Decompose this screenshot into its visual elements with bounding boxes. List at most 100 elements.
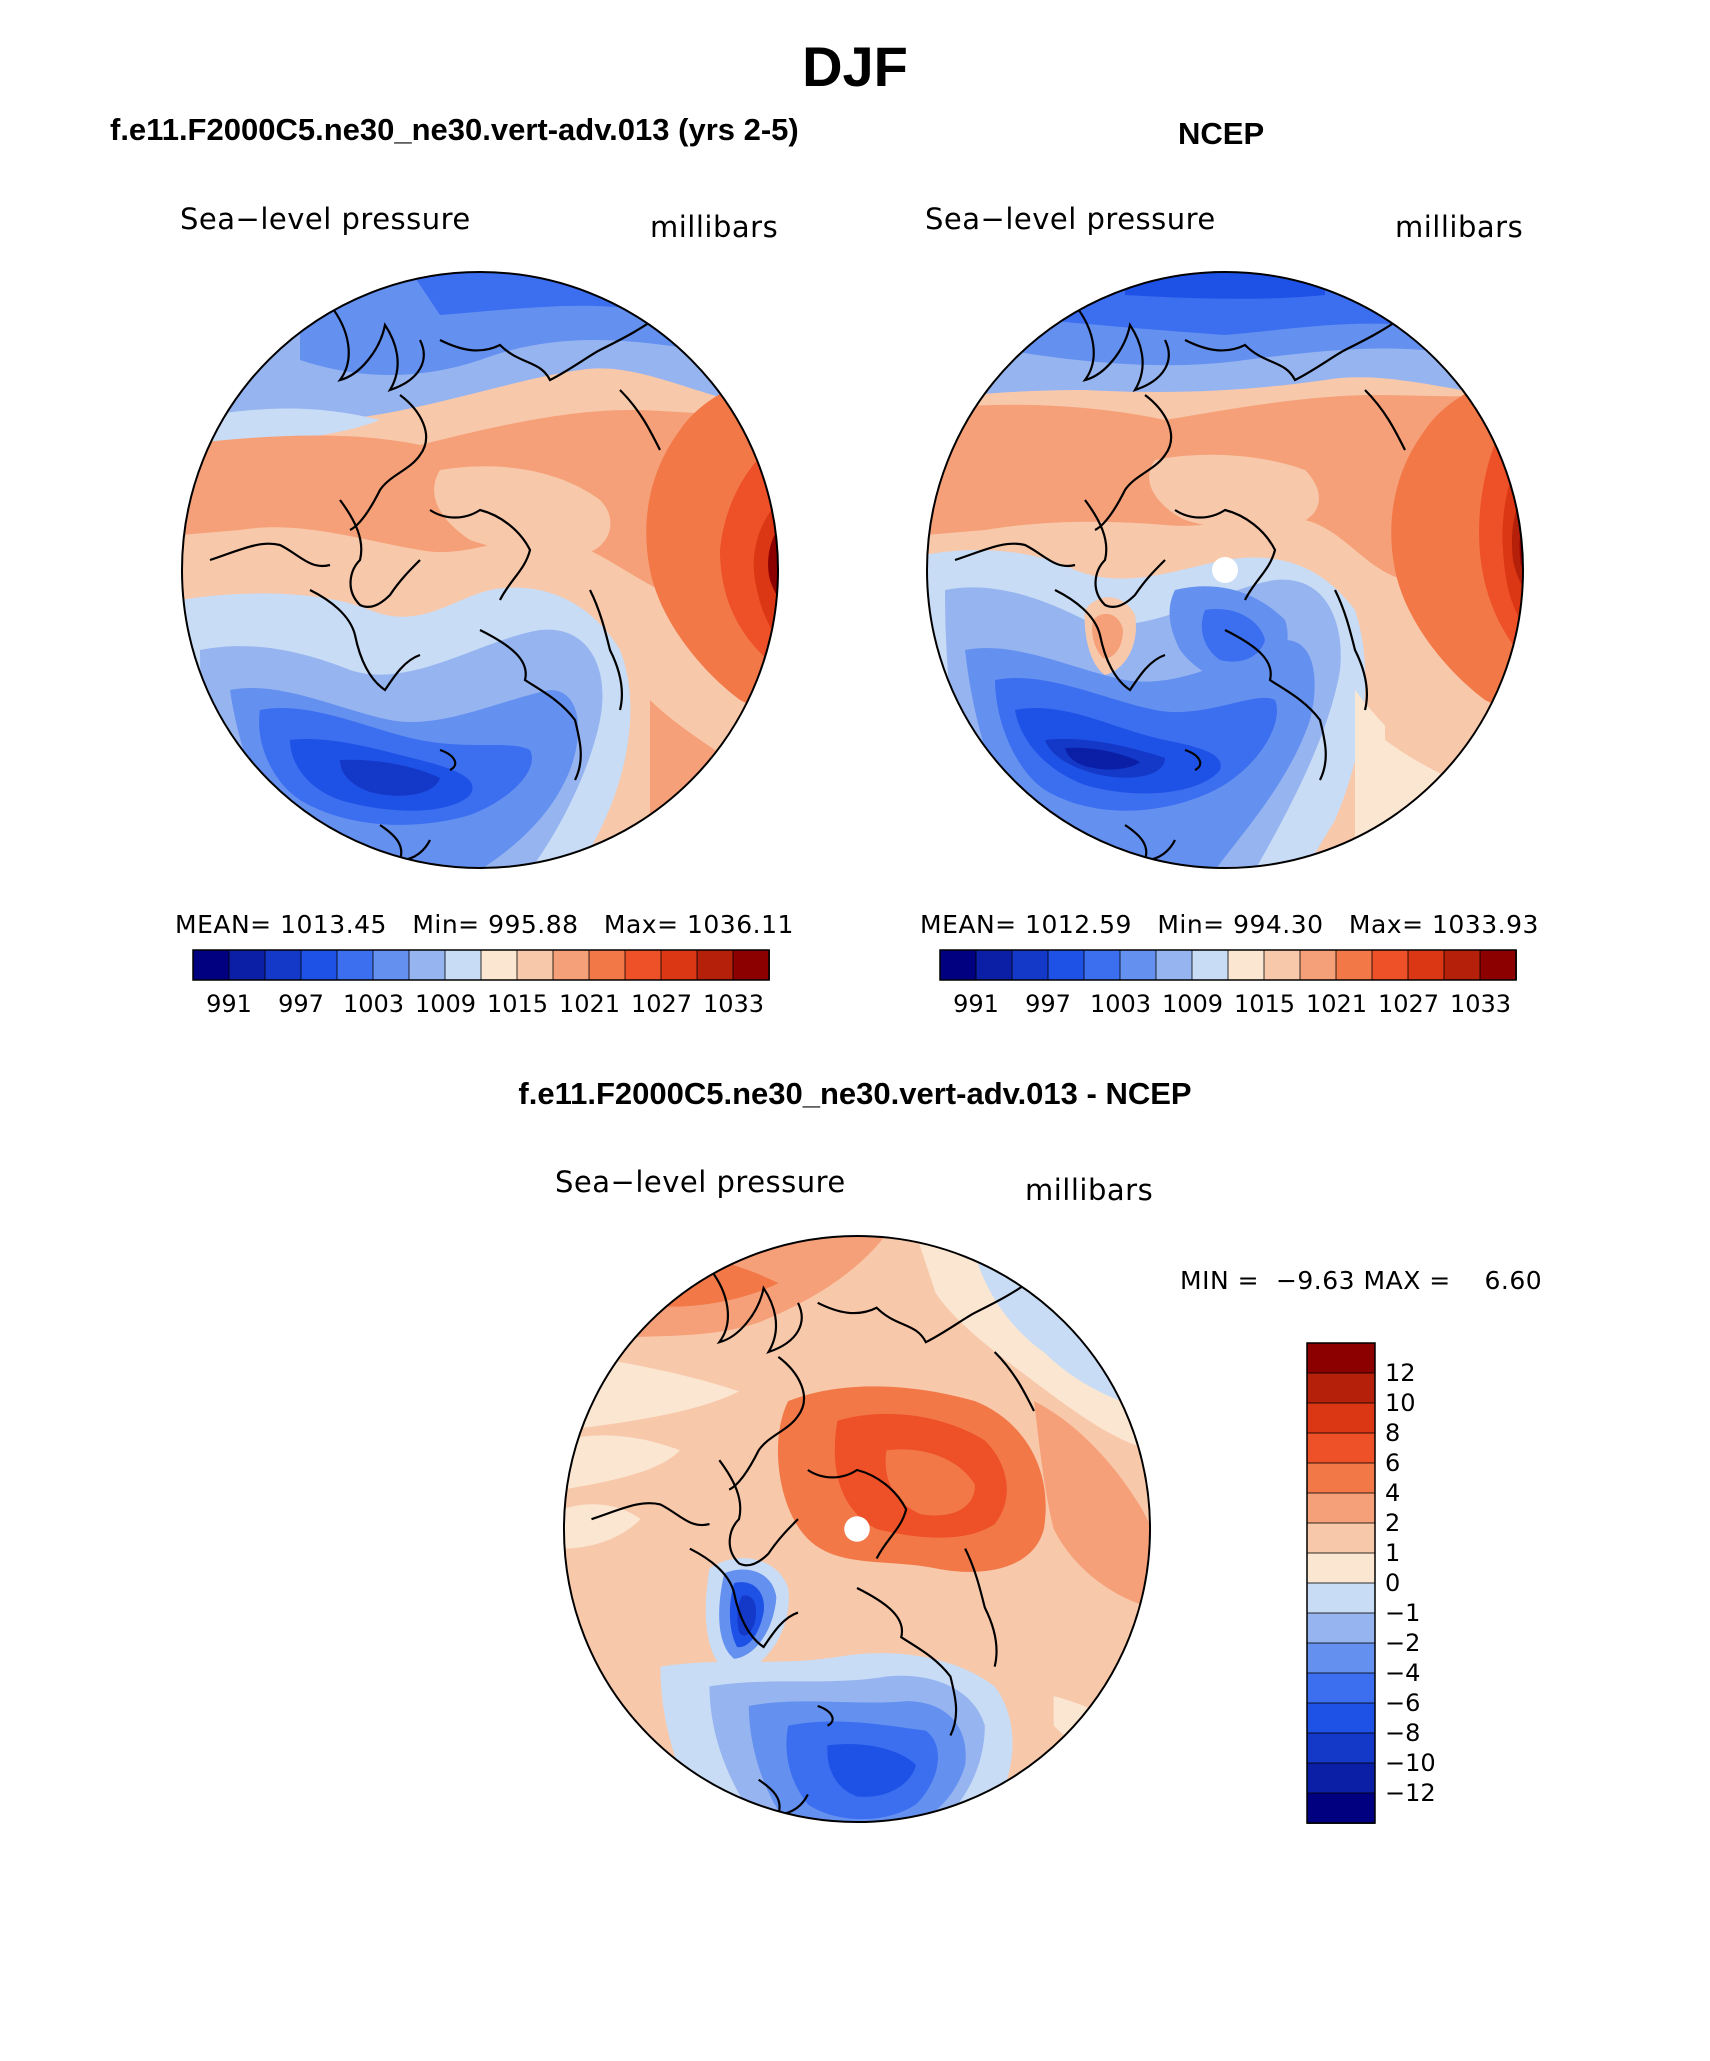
panel-3-units-label: millibars xyxy=(1025,1173,1154,1207)
panel-3-colorbar-swatch xyxy=(1306,1762,1376,1794)
panel-1-max-value: 1036.11 xyxy=(687,910,794,939)
panel-2-stats: MEAN= 1012.59 Min= 994.30 Max= 1033.93 xyxy=(920,910,1539,939)
panel-3-colorbar-tick-label: −4 xyxy=(1385,1659,1421,1687)
panel-1-colorbar-tick-label: 991 xyxy=(206,990,252,1018)
panel-2-colorbar-swatch xyxy=(1227,949,1265,981)
panel-2-colorbar-swatch xyxy=(1335,949,1373,981)
panel-1-min-value: 995.88 xyxy=(488,910,579,939)
panel-3-colorbar-tick-label: 10 xyxy=(1385,1389,1416,1417)
panel-1-colorbar-swatch xyxy=(660,949,698,981)
panel-3-stats: MIN = −9.63 MAX = 6.60 xyxy=(1180,1266,1542,1295)
panel-2-colorbar-swatch xyxy=(1299,949,1337,981)
panel-2-colorbar-tick-label: 1015 xyxy=(1234,990,1296,1018)
panel-3-colorbar-swatch xyxy=(1306,1342,1376,1374)
panel-3-colorbar-swatch xyxy=(1306,1552,1376,1584)
panel-3-colorbar-tick-label: −1 xyxy=(1385,1599,1421,1627)
panel-3-colorbar-swatch xyxy=(1306,1792,1376,1824)
panel-1-colorbar-swatch xyxy=(732,949,770,981)
panel-1-colorbar-swatch xyxy=(624,949,662,981)
panel-2-colorbar-tick-label: 1021 xyxy=(1306,990,1368,1018)
panel-3-variable-label: Sea−level pressure xyxy=(555,1165,846,1199)
panel-3-colorbar-tick-label: 0 xyxy=(1385,1569,1401,1597)
panel-2-colorbar xyxy=(939,949,1517,981)
panel-1-colorbar-swatch xyxy=(444,949,482,981)
panel-3-max-label: MAX = xyxy=(1363,1266,1451,1295)
panel-2-colorbar-swatch xyxy=(1407,949,1445,981)
panel-1-colorbar-tick-label: 1003 xyxy=(343,990,405,1018)
panel-3-pole-marker xyxy=(844,1516,870,1542)
panel-1-colorbar xyxy=(192,949,770,981)
panel-3-colorbar-tick-label: −8 xyxy=(1385,1719,1421,1747)
panel-3-colorbar xyxy=(1306,1342,1376,1824)
panel-2-colorbar-swatch xyxy=(1443,949,1481,981)
panel-1-max-label: Max= xyxy=(603,910,679,939)
panel-3-map xyxy=(562,1234,1152,1824)
panel-2-colorbar-tick-label: 991 xyxy=(953,990,999,1018)
panel-1-variable-label: Sea−level pressure xyxy=(180,202,471,236)
panel-3-colorbar-swatch xyxy=(1306,1732,1376,1764)
panel-2-colorbar-tick-label: 1027 xyxy=(1378,990,1440,1018)
panel-1-colorbar-tick-label: 1009 xyxy=(415,990,477,1018)
panel-1-units-label: millibars xyxy=(650,210,779,244)
panel-1-colorbar-tick-label: 1033 xyxy=(703,990,765,1018)
panel-3-colorbar-swatch xyxy=(1306,1492,1376,1524)
panel-1-contours xyxy=(182,272,778,868)
panel-1-colorbar-swatch xyxy=(336,949,374,981)
panel-3-colorbar-tick-label: 4 xyxy=(1385,1479,1401,1507)
panel-2-coastlines xyxy=(954,304,1406,862)
panel-2-min-label: Min= xyxy=(1157,910,1225,939)
panel-1-title: f.e11.F2000C5.ne30_ne30.vert-adv.013 (yr… xyxy=(110,112,799,147)
panel-2-colorbar-swatch xyxy=(1119,949,1157,981)
panel-3-title: f.e11.F2000C5.ne30_ne30.vert-adv.013 - N… xyxy=(518,1076,1192,1111)
panel-1-stats: MEAN= 1013.45 Min= 995.88 Max= 1036.11 xyxy=(175,910,794,939)
panel-1-mean-label: MEAN= xyxy=(175,910,272,939)
panel-3-colorbar-tick-label: −12 xyxy=(1385,1779,1436,1807)
panel-2-variable-label: Sea−level pressure xyxy=(925,202,1216,236)
panel-2-mean-label: MEAN= xyxy=(920,910,1017,939)
panel-3-colorbar-tick-label: −10 xyxy=(1385,1749,1436,1777)
panel-3-colorbar-ticks: 12 10 8 6 4 2 1 0 −1 −2 −4 −6 −8 −10 −12 xyxy=(1385,1343,1465,1823)
panel-1-map xyxy=(181,271,779,869)
panel-2-colorbar-swatch xyxy=(1155,949,1193,981)
panel-2-colorbar-swatch xyxy=(1191,949,1229,981)
panel-3-colorbar-tick-label: 1 xyxy=(1385,1539,1401,1567)
panel-1-colorbar-tick-label: 997 xyxy=(278,990,324,1018)
panel-2-colorbar-swatch xyxy=(1083,949,1121,981)
panel-2-colorbar-tick-label: 1003 xyxy=(1090,990,1152,1018)
panel-1-colorbar-swatch xyxy=(408,949,446,981)
panel-3-colorbar-swatch xyxy=(1306,1462,1376,1494)
panel-2-colorbar-swatches xyxy=(939,949,1517,981)
panel-3-colorbar-swatch xyxy=(1306,1372,1376,1404)
panel-1-colorbar-tick-label: 1021 xyxy=(559,990,621,1018)
panel-3-colorbar-tick-label: 8 xyxy=(1385,1419,1401,1447)
panel-1-map-border xyxy=(181,271,779,869)
panel-2-colorbar-tick-label: 1009 xyxy=(1162,990,1224,1018)
panel-1-mean-value: 1013.45 xyxy=(280,910,387,939)
panel-2-colorbar-swatch xyxy=(1371,949,1409,981)
panel-3-contours xyxy=(563,1235,1151,1823)
panel-3-colorbar-swatch xyxy=(1306,1642,1376,1674)
panel-2-colorbar-tick-label: 1033 xyxy=(1450,990,1512,1018)
panel-3-colorbar-swatches xyxy=(1306,1342,1376,1824)
panel-1-colorbar-tick-label: 1027 xyxy=(631,990,693,1018)
panel-2-map-border xyxy=(926,271,1524,869)
panel-3-colorbar-swatch xyxy=(1306,1402,1376,1434)
panel-3-colorbar-swatch xyxy=(1306,1582,1376,1614)
panel-3-max-value: 6.60 xyxy=(1484,1266,1543,1295)
panel-2-colorbar-swatch xyxy=(1479,949,1517,981)
panel-1-colorbar-swatch xyxy=(300,949,338,981)
panel-3-colorbar-tick-label: 12 xyxy=(1385,1359,1416,1387)
panel-1-colorbar-swatch xyxy=(588,949,626,981)
panel-2-colorbar-swatch xyxy=(1263,949,1301,981)
panel-1-colorbar-swatch xyxy=(480,949,518,981)
panel-3-colorbar-tick-label: 2 xyxy=(1385,1509,1401,1537)
panel-2-colorbar-swatch xyxy=(939,949,977,981)
panel-2-colorbar-swatch xyxy=(975,949,1013,981)
panel-1-colorbar-ticks: 991 997 1003 1009 1015 1021 1027 1033 xyxy=(193,990,769,1020)
panel-2-title: NCEP xyxy=(1178,116,1265,151)
panel-1-colorbar-tick-label: 1015 xyxy=(487,990,549,1018)
panel-3-coastlines xyxy=(591,1267,1035,1816)
panel-1-colorbar-swatches xyxy=(192,949,770,981)
panel-3-colorbar-swatch xyxy=(1306,1702,1376,1734)
panel-3-colorbar-swatch xyxy=(1306,1432,1376,1464)
